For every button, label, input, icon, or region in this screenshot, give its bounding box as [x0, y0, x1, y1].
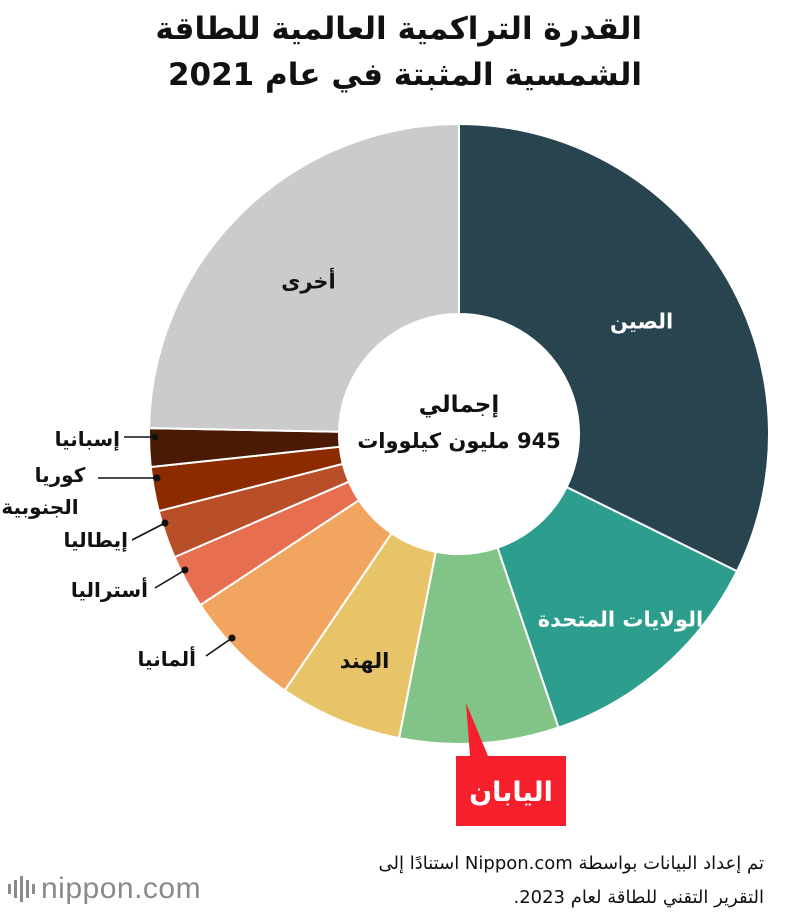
nippon-logo[interactable]: nippon.com — [8, 872, 201, 906]
slice-label-6: إيطاليا — [63, 528, 128, 552]
leader-dot-8 — [151, 433, 159, 441]
slice-label-0: الصين — [610, 310, 673, 334]
leader-line-5 — [154, 569, 186, 589]
logo-wordmark: nippon.com — [41, 872, 202, 905]
leader-dot-4 — [228, 634, 236, 642]
slice-labels: الصين الولايات المتحدة الهند ألمانيا أسترالي… — [1, 267, 703, 674]
source-note-line-2: التقرير التقني للطاقة لعام 2023. — [513, 887, 764, 908]
slice-label-1: الولايات المتحدة — [538, 607, 703, 631]
chart-title-line-2: الشمسية المثبتة في عام 2021 — [167, 57, 642, 93]
slice-label-9: أخرى — [281, 267, 336, 294]
japan-callout-box — [456, 703, 566, 826]
donut-slice-0 — [458, 122, 770, 573]
donut-slices — [148, 122, 770, 745]
slice-label-8: إسبانيا — [55, 427, 120, 451]
logo-bars-icon — [8, 876, 35, 902]
center-label-total: إجمالي — [419, 392, 499, 418]
leader-dot-6 — [161, 519, 169, 527]
donut-slice-2 — [397, 546, 560, 745]
chart-title: القدرة التراكمية العالمية للطاقة الشمسية… — [42, 6, 642, 98]
chart-title-line-1: القدرة التراكمية العالمية للطاقة — [155, 11, 642, 47]
slice-label-2: اليابان — [469, 777, 553, 808]
slice-label-5: أستراليا — [71, 576, 148, 602]
donut-hole — [340, 315, 578, 553]
slice-label-4: ألمانيا — [138, 645, 196, 671]
leader-dot-5 — [181, 566, 189, 574]
leader-line-6 — [131, 522, 166, 541]
leader-dot-7 — [153, 474, 161, 482]
slice-label-3: الهند — [340, 649, 390, 673]
japan-callout: اليابان — [456, 703, 566, 826]
leader-line-4 — [205, 637, 233, 657]
source-note-line-1: تم إعداد البيانات بواسطة Nippon.com استن… — [378, 853, 764, 874]
center-label-value: 945 مليون كيلووات — [357, 429, 561, 453]
donut-slice-9 — [148, 122, 460, 433]
source-note: تم إعداد البيانات بواسطة Nippon.com استن… — [204, 847, 764, 915]
donut-slice-1 — [496, 485, 739, 729]
slice-label-7: كوريا الجنوبية — [1, 463, 85, 519]
